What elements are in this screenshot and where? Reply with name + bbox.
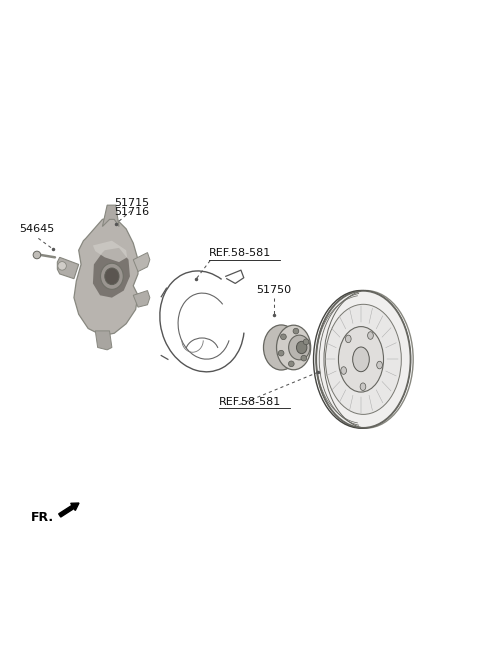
Polygon shape (102, 205, 119, 227)
Circle shape (301, 355, 307, 361)
Circle shape (293, 328, 299, 334)
Circle shape (288, 361, 294, 367)
Circle shape (281, 334, 286, 340)
Polygon shape (74, 217, 138, 336)
Polygon shape (96, 331, 112, 350)
Polygon shape (93, 248, 130, 298)
Text: REF.58-581: REF.58-581 (209, 248, 271, 258)
Ellipse shape (33, 251, 41, 259)
Text: REF.58-581: REF.58-581 (219, 397, 281, 407)
Ellipse shape (264, 325, 299, 370)
Ellipse shape (368, 332, 373, 339)
Ellipse shape (325, 304, 401, 415)
Ellipse shape (341, 367, 347, 374)
Ellipse shape (297, 341, 307, 353)
Text: 51750: 51750 (257, 285, 292, 295)
Polygon shape (133, 252, 150, 271)
Circle shape (58, 261, 66, 270)
Polygon shape (57, 258, 79, 279)
Text: 54645: 54645 (19, 223, 55, 234)
Ellipse shape (377, 361, 383, 369)
Ellipse shape (100, 263, 123, 289)
FancyArrow shape (59, 503, 79, 517)
Circle shape (278, 350, 284, 356)
Ellipse shape (105, 268, 119, 284)
Ellipse shape (353, 347, 369, 372)
Ellipse shape (316, 291, 410, 428)
Text: 51716: 51716 (114, 207, 149, 217)
Ellipse shape (276, 325, 311, 370)
Text: FR.: FR. (31, 511, 54, 524)
Ellipse shape (338, 327, 384, 392)
Ellipse shape (346, 335, 351, 343)
Polygon shape (93, 240, 127, 262)
Polygon shape (133, 290, 150, 307)
Text: 51715: 51715 (114, 198, 149, 208)
Circle shape (303, 339, 309, 345)
Ellipse shape (288, 335, 310, 360)
Ellipse shape (360, 383, 366, 390)
